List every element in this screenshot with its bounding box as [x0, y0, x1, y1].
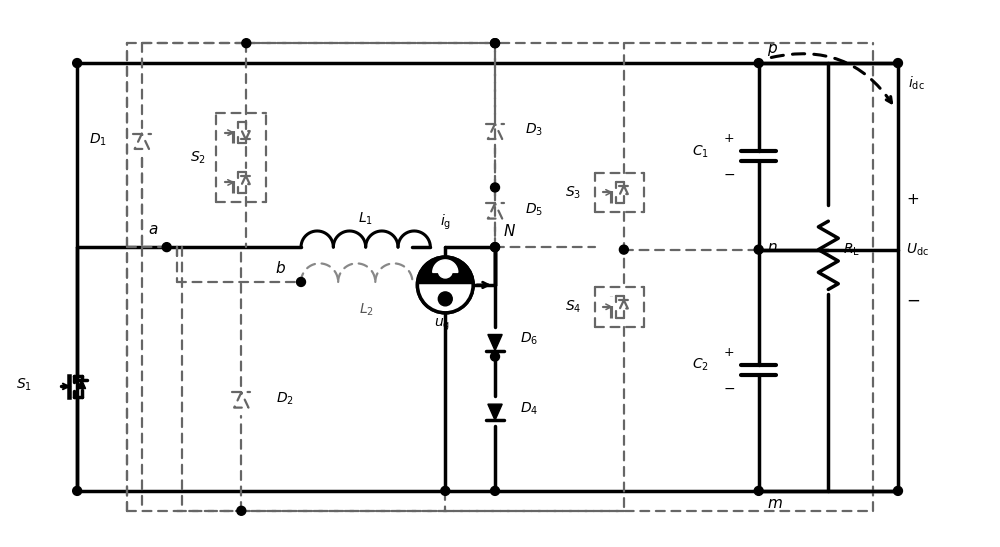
Text: $D_3$: $D_3$: [525, 121, 543, 138]
Circle shape: [491, 183, 500, 192]
Circle shape: [297, 277, 305, 287]
Text: $C_2$: $C_2$: [692, 357, 709, 374]
Circle shape: [491, 243, 500, 252]
Text: $D_4$: $D_4$: [520, 400, 538, 416]
Text: $-$: $-$: [723, 381, 735, 395]
Text: $R_{\rm L}$: $R_{\rm L}$: [843, 241, 860, 258]
Text: $L_2$: $L_2$: [359, 302, 374, 318]
Circle shape: [893, 59, 902, 67]
Polygon shape: [488, 334, 502, 351]
Text: $+$: $+$: [906, 193, 919, 207]
Text: $i_{\rm g}$: $i_{\rm g}$: [440, 213, 451, 232]
Circle shape: [237, 507, 246, 515]
Circle shape: [73, 59, 82, 67]
Text: $S_1$: $S_1$: [16, 376, 32, 393]
Circle shape: [491, 486, 500, 496]
Circle shape: [754, 245, 763, 254]
Circle shape: [619, 245, 628, 254]
Text: $+$: $+$: [723, 346, 734, 359]
Circle shape: [441, 486, 450, 496]
Circle shape: [438, 264, 452, 278]
Text: $L_1$: $L_1$: [358, 211, 373, 227]
Text: $C_1$: $C_1$: [692, 143, 709, 160]
Circle shape: [73, 486, 82, 496]
Polygon shape: [78, 380, 86, 388]
Text: $i_{\rm dc}$: $i_{\rm dc}$: [908, 74, 925, 92]
Circle shape: [491, 39, 500, 48]
Text: $D_5$: $D_5$: [525, 201, 543, 218]
Polygon shape: [433, 260, 458, 272]
Circle shape: [893, 486, 902, 496]
Text: $a$: $a$: [148, 222, 159, 237]
Polygon shape: [417, 285, 473, 313]
Circle shape: [491, 243, 500, 252]
Circle shape: [438, 292, 452, 306]
Text: $S_2$: $S_2$: [190, 149, 206, 166]
Text: $N$: $N$: [503, 223, 516, 239]
Text: $S_4$: $S_4$: [565, 299, 582, 315]
Text: $p$: $p$: [767, 42, 778, 58]
Circle shape: [754, 486, 763, 496]
Circle shape: [242, 39, 251, 48]
Text: $u_{\rm g}$: $u_{\rm g}$: [434, 317, 450, 333]
Circle shape: [491, 352, 500, 361]
Text: $+$: $+$: [723, 132, 734, 145]
Circle shape: [162, 243, 171, 252]
Text: $D_6$: $D_6$: [520, 330, 538, 347]
Circle shape: [491, 39, 500, 48]
Text: $-$: $-$: [906, 290, 920, 309]
Text: $U_{\rm dc}$: $U_{\rm dc}$: [906, 241, 929, 258]
Text: $S_3$: $S_3$: [565, 184, 582, 201]
Text: $D_2$: $D_2$: [276, 390, 294, 406]
Text: $n$: $n$: [767, 240, 777, 255]
Circle shape: [754, 59, 763, 67]
Text: $-$: $-$: [723, 167, 735, 181]
Text: $m$: $m$: [767, 496, 782, 511]
Polygon shape: [417, 257, 473, 285]
Text: $D_1$: $D_1$: [89, 131, 107, 148]
Polygon shape: [488, 404, 502, 420]
Text: $b$: $b$: [275, 260, 286, 276]
